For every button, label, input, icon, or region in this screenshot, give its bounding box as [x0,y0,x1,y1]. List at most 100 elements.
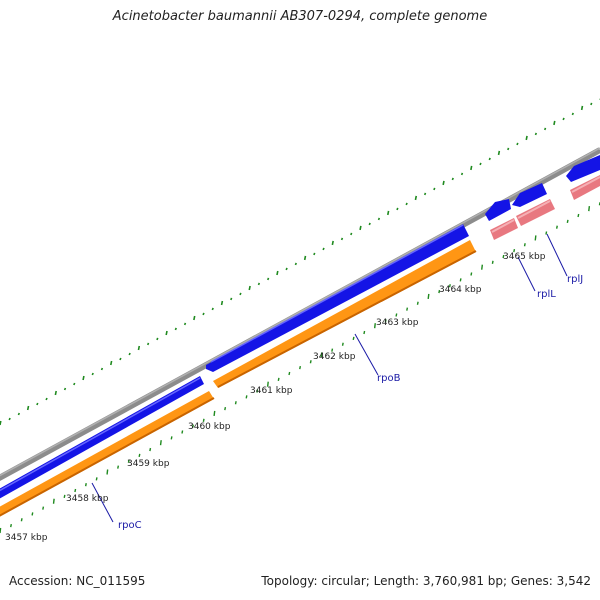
scale-tick [138,453,141,458]
gc-skew-tick [423,192,427,196]
scale-tick [470,272,473,276]
scale-tick [149,447,152,452]
gc-skew-tick [36,402,39,406]
rna-highlight-3 [571,176,600,193]
gc-skew-tick [405,202,408,206]
scale-tick [106,469,109,475]
gc-skew-tick [119,357,122,361]
cds-reverse-2[interactable] [213,240,476,388]
gc-skew-tick [497,150,501,156]
scale-tick [534,235,537,241]
cds-forward-rpoc[interactable] [0,376,204,504]
cds-forward-rpob-edge [210,224,464,363]
gc-skew-tick [26,405,30,411]
gc-skew-tick [442,180,445,186]
scale-tick [320,352,323,358]
scale-tick [10,524,12,528]
gc-skew-tick [386,210,390,216]
scale-tick [331,348,334,352]
gc-skew-tick [340,237,344,241]
rpob-leader [354,333,379,376]
gc-skew-tick [220,300,224,306]
gene-label-rpob[interactable]: rpoB [377,373,401,384]
scale-tick [0,527,2,534]
scale-tick [31,512,34,516]
gc-skew-tick [202,312,205,316]
gc-skew-tick [580,105,584,111]
scale-tick [224,406,227,411]
scale-tick [384,319,387,323]
ruler-label-3465: 3465 kbp [503,252,546,262]
scale-tick [502,254,505,259]
scale-tick [84,483,87,487]
scale-tick [395,313,398,317]
scale-tick [245,395,248,399]
cds-forward-rpll[interactable] [485,199,511,221]
scale-tick [373,323,376,329]
gc-skew-tick [174,327,177,331]
gc-skew-tick [414,195,418,201]
scale-tick [63,494,66,499]
gc-skew-tick [590,102,593,106]
scale-tick [127,459,130,463]
scale-tick [555,225,558,229]
gc-skew-tick [322,247,325,251]
scale-tick [577,213,580,218]
gc-skew-tick [239,292,242,296]
scale-tick [545,231,548,235]
gc-skew-tick [368,222,371,226]
ruler-label-3463: 3463 kbp [376,318,419,328]
gc-skew-tick [128,352,131,356]
scale-tick [192,424,194,428]
rplj-leader [546,233,568,277]
gc-skew-tick [267,277,270,281]
gc-skew-tick [571,112,574,116]
ruler-label-3462: 3462 kbp [313,352,356,362]
cds-forward-rpob[interactable] [206,224,469,372]
gc-skew-tick [460,172,464,176]
scale-tick [566,219,569,223]
gc-skew-tick [137,345,141,351]
scale-tick [491,260,494,264]
scale-tick [416,301,419,305]
cds-forward-rplj[interactable] [512,183,547,207]
gc-skew-tick [193,315,196,321]
gene-label-rplj[interactable]: rplJ [567,274,583,285]
gc-skew-tick [183,322,187,326]
scale-tick [523,243,526,247]
gc-skew-tick [516,142,519,146]
gc-skew-tick [146,342,150,346]
scale-tick [20,518,23,522]
scale-tick [588,206,591,212]
ruler-label-3461: 3461 kbp [250,386,293,396]
scale-tick [513,248,516,253]
gene-label-rpoc[interactable]: rpoC [118,520,142,531]
gc-skew-tick [331,240,334,246]
gc-skew-tick [470,165,473,171]
gc-skew-tick [276,270,279,276]
gc-skew-tick [110,360,113,366]
scale-tick [266,381,269,387]
rna-reverse-2[interactable] [516,199,555,226]
gene-label-rpll[interactable]: rplL [537,289,556,300]
gc-skew-tick [479,162,482,166]
gc-skew-tick [433,187,436,191]
scale-tick [406,307,409,311]
scale-tick [256,389,259,393]
scale-tick [438,289,441,294]
gc-skew-tick [91,372,94,376]
gc-skew-tick [294,262,297,266]
gc-skew-tick [562,117,565,121]
gc-skew-tick [525,135,528,141]
ruler-label-3460: 3460 kbp [188,422,231,432]
gc-skew-ticks [0,98,600,426]
rna-reverse-1[interactable] [490,218,518,240]
cds-forward-next[interactable] [566,155,600,182]
scale-tick [202,418,205,422]
gc-skew-tick [313,252,316,256]
gc-skew-tick [156,337,159,341]
gc-skew-tick [211,307,214,311]
gc-skew-tick [82,375,85,381]
gc-skew-tick [396,207,399,211]
map-title: Acinetobacter baumannii AB307-0294, comp… [112,9,488,24]
